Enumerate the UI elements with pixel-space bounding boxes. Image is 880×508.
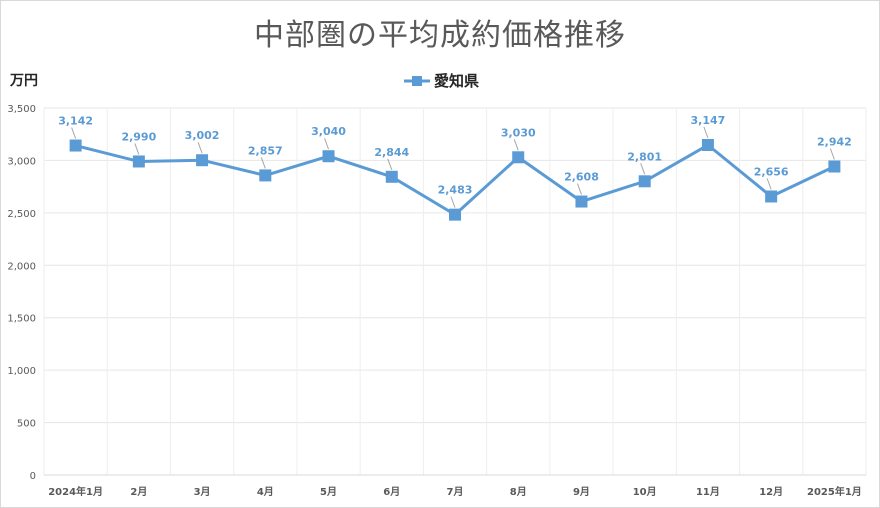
x-tick-label: 2月: [130, 486, 147, 498]
x-tick-label: 11月: [696, 486, 720, 498]
data-label-leader: [576, 183, 582, 195]
data-label-leader: [640, 163, 646, 175]
data-label: 2,656: [754, 165, 789, 178]
data-label-leader: [829, 148, 835, 160]
data-point: [828, 160, 841, 173]
data-label-leader: [134, 143, 140, 155]
x-tick-label: 2024年1月: [48, 485, 103, 498]
data-point: [196, 154, 209, 167]
series-line: [75, 143, 836, 217]
y-tick-label: 3,500: [7, 104, 36, 115]
chart-title: 中部圏の平均成約価格推移: [254, 18, 626, 53]
data-point: [322, 150, 335, 163]
data-point: [701, 139, 714, 152]
x-tick-label: 9月: [573, 486, 590, 498]
y-tick-label: 2,000: [7, 261, 36, 272]
data-label: 2,801: [627, 150, 662, 163]
legend: 愛知県: [404, 70, 479, 91]
x-tick-label: 3月: [194, 486, 211, 498]
data-label-leader: [197, 142, 203, 154]
y-tick-label: 3,000: [7, 156, 36, 167]
data-label: 2,942: [817, 136, 852, 149]
legend-marker-icon: [404, 75, 430, 86]
data-label: 3,040: [311, 125, 346, 138]
x-tick-label: 6月: [383, 486, 400, 498]
data-label-leader: [703, 126, 709, 139]
data-point: [765, 190, 778, 203]
data-label: 3,147: [691, 114, 726, 127]
x-tick-label: 2025年1月: [807, 485, 862, 498]
data-point: [259, 169, 272, 182]
data-label: 2,483: [438, 184, 473, 197]
data-label-leader: [513, 139, 519, 151]
data-point: [132, 155, 145, 168]
data-label: 2,857: [248, 144, 283, 157]
data-label: 3,002: [185, 129, 220, 142]
data-label: 3,030: [501, 126, 536, 139]
data-label-leader: [260, 157, 266, 169]
data-label: 2,844: [374, 146, 409, 159]
x-tick-label: 8月: [510, 486, 527, 498]
data-point: [385, 170, 398, 183]
data-point: [512, 151, 525, 164]
x-tick-label: 10月: [633, 486, 657, 498]
x-tick-label: 12月: [759, 486, 783, 498]
y-axis-unit: 万円: [10, 73, 38, 89]
y-tick-label: 1,000: [7, 366, 36, 377]
data-label-leader: [450, 196, 456, 208]
data-label: 2,990: [121, 130, 156, 143]
data-point: [69, 139, 82, 152]
data-point: [575, 195, 588, 208]
y-tick-label: 500: [17, 419, 36, 430]
data-label-leader: [766, 178, 772, 190]
y-tick-label: 1,500: [7, 314, 36, 325]
data-label-leader: [324, 138, 330, 150]
x-tick-label: 7月: [447, 486, 464, 498]
y-tick-label: 0: [30, 471, 36, 482]
y-tick-label: 2,500: [7, 209, 36, 220]
data-label-leader: [387, 158, 393, 170]
data-label: 3,142: [58, 115, 93, 128]
data-label: 2,608: [564, 171, 599, 184]
data-label-leader: [71, 127, 77, 139]
data-point: [449, 208, 461, 221]
x-tick-label: 4月: [257, 486, 274, 498]
legend-label: 愛知県: [434, 72, 480, 90]
x-tick-label: 5月: [320, 486, 337, 498]
data-point: [638, 175, 651, 188]
